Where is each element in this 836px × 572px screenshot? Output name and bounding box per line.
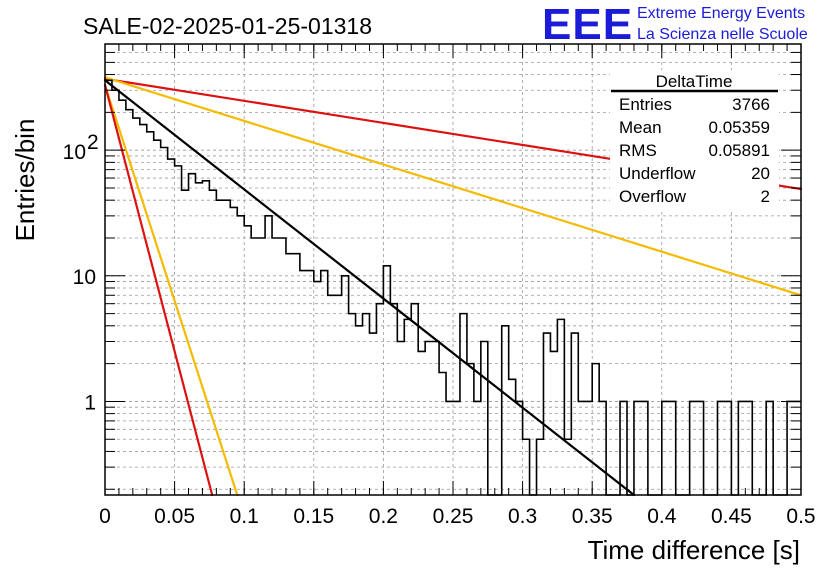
y-tick-label: 10	[63, 141, 86, 164]
y-axis-label: Entries/bin	[10, 119, 40, 242]
stats-value-rms: 0.05891	[709, 141, 770, 160]
histogram-steps	[105, 79, 801, 496]
x-tick-label: 0.1	[230, 505, 259, 528]
x-tick-label: 0.3	[508, 505, 537, 528]
x-tick-label: 0.2	[369, 505, 398, 528]
stats-value-mean: 0.05359	[709, 118, 770, 137]
x-tick-label: 0.45	[711, 505, 752, 528]
stats-label-rms: RMS	[619, 141, 657, 160]
fit-curve	[103, 79, 636, 497]
y-tick-label-exponent: 2	[87, 131, 99, 154]
x-tick-labels: 0 0.05 0.1 0.15 0.2 0.25 0.3 0.35 0.4 0.45 0.5	[99, 505, 815, 528]
stats-label-mean: Mean	[619, 118, 662, 137]
eee-logo: EEE Extreme Energy Events La Scienza nel…	[542, 0, 808, 49]
chart-title: SALE-02-2025-01-25-01318	[83, 13, 372, 39]
stats-box: DeltaTime Entries 3766 Mean 0.05359 RMS …	[610, 70, 779, 210]
x-tick-label: 0.5	[786, 505, 815, 528]
y-tick-label-group: 10 2	[63, 131, 99, 164]
y-tick-label: 10	[73, 266, 96, 289]
stats-label-underflow: Underflow	[619, 164, 696, 183]
x-tick-label: 0.35	[572, 505, 613, 528]
eee-logo-line2: La Scienza nelle Scuole	[637, 26, 808, 43]
x-tick-label: 0	[99, 505, 111, 528]
stats-box-title: DeltaTime	[656, 72, 733, 91]
stats-label-entries: Entries	[619, 95, 672, 114]
fit-curves	[103, 76, 803, 497]
histogram	[105, 79, 801, 496]
x-tick-label: 0.15	[293, 505, 334, 528]
stats-value-entries: 3766	[732, 95, 770, 114]
y-tick-label-group: 10	[73, 266, 96, 289]
y-tick-label-group: 1	[84, 391, 96, 414]
eee-logo-line1: Extreme Energy Events	[637, 5, 805, 22]
x-tick-label: 0.4	[647, 505, 677, 528]
fit-curve	[103, 76, 803, 297]
x-axis-label: Time difference [s]	[588, 535, 800, 565]
x-tick-label: 0.25	[433, 505, 474, 528]
fit-curve	[103, 83, 239, 497]
stats-value-underflow: 20	[751, 164, 770, 183]
fit-curve	[103, 83, 214, 497]
stats-box-background	[610, 70, 779, 210]
x-tick-label: 0.05	[154, 505, 195, 528]
axis-ticks	[104, 43, 802, 495]
eee-logo-text: EEE	[542, 0, 633, 49]
y-tick-label: 1	[84, 391, 96, 414]
stats-value-overflow: 2	[761, 187, 770, 206]
stats-label-overflow: Overflow	[619, 187, 687, 206]
